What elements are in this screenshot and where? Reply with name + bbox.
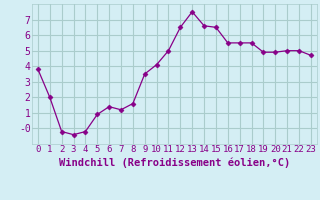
X-axis label: Windchill (Refroidissement éolien,°C): Windchill (Refroidissement éolien,°C) — [59, 157, 290, 168]
